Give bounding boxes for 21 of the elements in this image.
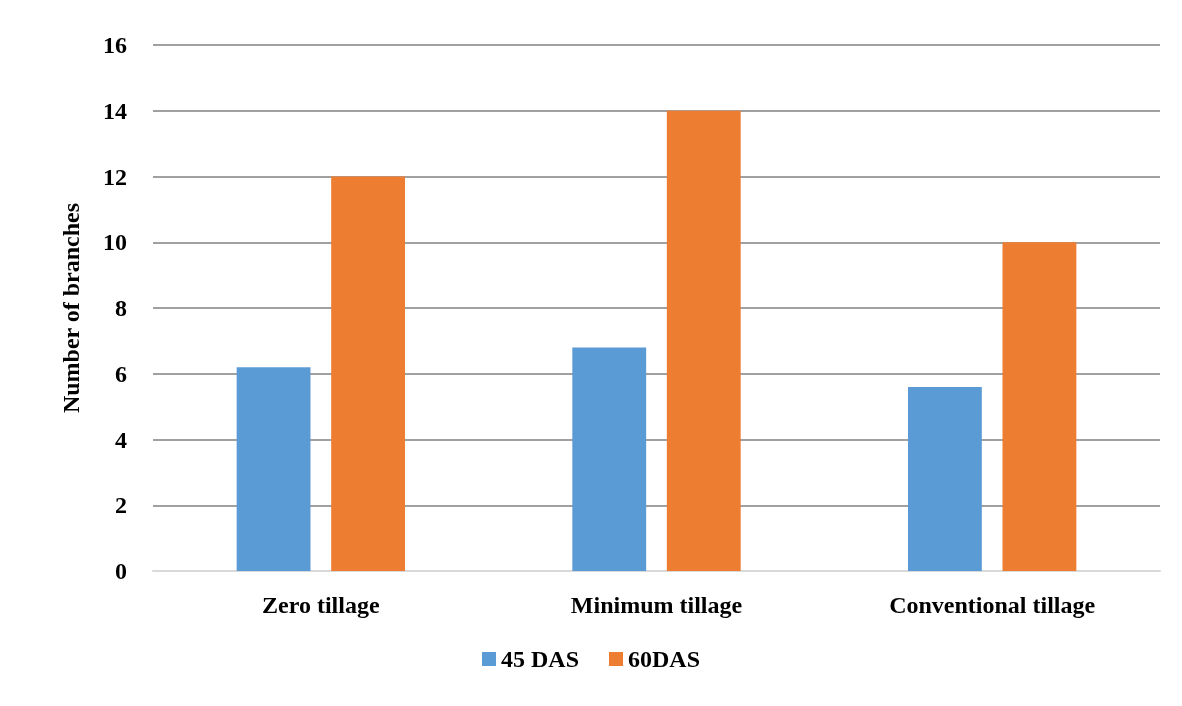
x-tick-label: Minimum tillage	[570, 592, 743, 618]
x-tick-label: Conventional tillage	[889, 592, 1096, 618]
bar	[572, 347, 647, 571]
y-tick-label: 14	[103, 97, 127, 124]
y-tick-label: 16	[103, 32, 127, 58]
bar	[666, 110, 741, 571]
x-tick-label: Zero tillage	[262, 592, 380, 618]
bar	[907, 386, 982, 571]
legend-label: 60DAS	[628, 646, 701, 672]
bar	[331, 176, 406, 571]
y-tick-label: 12	[103, 163, 127, 190]
y-tick-label: 4	[115, 426, 127, 453]
y-tick-label: 10	[103, 229, 127, 256]
y-tick-label: 0	[115, 558, 127, 584]
y-tick-label: 8	[115, 295, 127, 321]
y-tick-label: 6	[115, 360, 127, 387]
y-tick-label: 2	[115, 492, 127, 519]
bar	[236, 367, 311, 571]
y-axis-title: Number of branches	[58, 202, 84, 414]
bar	[1002, 242, 1077, 571]
legend-label: 45 DAS	[500, 646, 579, 672]
